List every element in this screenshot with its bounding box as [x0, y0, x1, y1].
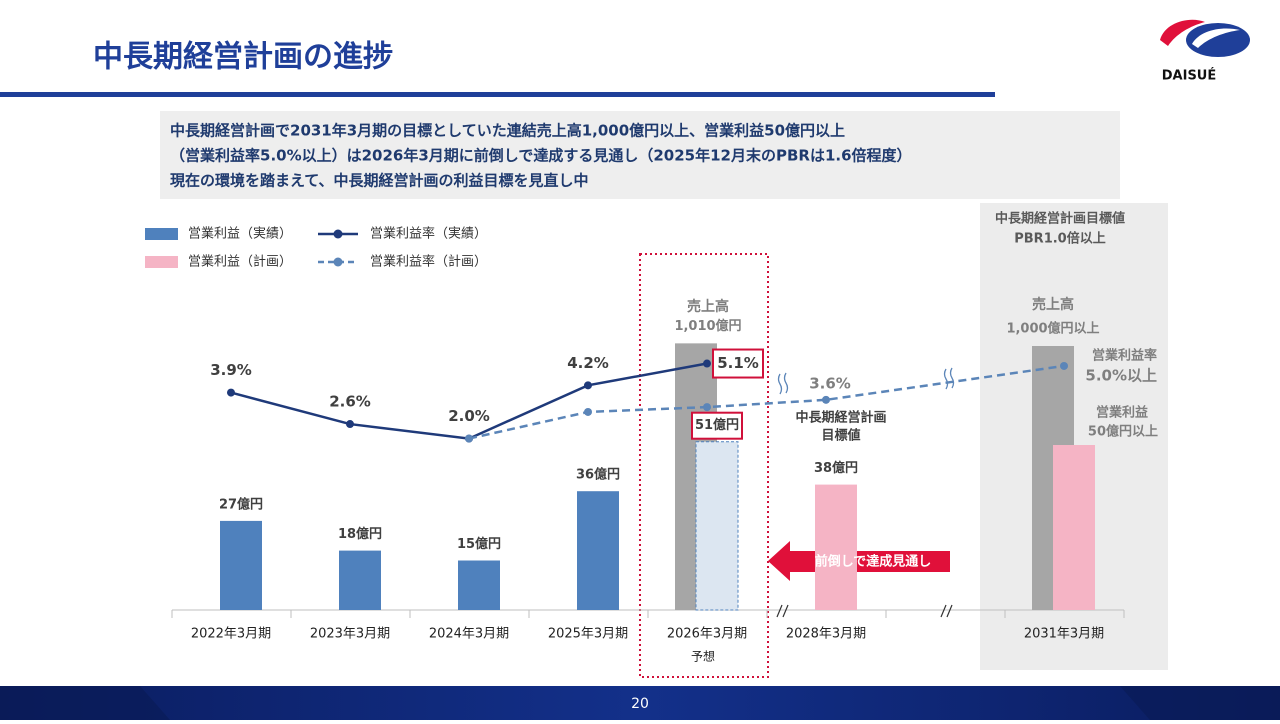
legend-label: 営業利益（計画） — [188, 254, 292, 270]
annotation: 営業利益 — [1096, 405, 1148, 421]
bar — [695, 441, 739, 611]
data-label: 3.6% — [809, 374, 851, 392]
legend-marker — [333, 257, 343, 267]
footer-deco — [1120, 686, 1280, 720]
summary-line: 中長期経営計画で2031年3月期の目標としていた連結売上高1,000億円以上、営… — [170, 122, 845, 140]
title-rule — [0, 92, 995, 97]
annotation: 売上高 — [687, 298, 729, 315]
line — [230, 362, 708, 440]
legend-label: 営業利益率（計画） — [370, 254, 487, 270]
x-tick-label: 2025年3月期 — [548, 627, 628, 642]
line-marker — [703, 359, 711, 368]
bar — [577, 491, 619, 610]
line-marker — [227, 388, 235, 397]
forecast-frame — [639, 253, 769, 678]
page-number: 20 — [631, 696, 649, 712]
x-tick-label: 2031年3月期 — [1024, 627, 1104, 642]
data-label: 1,000億円以上 — [1006, 321, 1099, 337]
axis-break — [776, 604, 953, 618]
annotation: 予想 — [691, 649, 715, 664]
slide-title: 中長期経営計画の進捗 — [93, 40, 393, 75]
line-marker — [703, 403, 711, 412]
footer-band — [0, 686, 1280, 720]
data-label: 2.6% — [329, 393, 371, 411]
line-marker — [1060, 361, 1068, 370]
legend-label: 営業利益（実績） — [188, 226, 292, 242]
line-marker — [584, 407, 592, 416]
x-tick-label: 2024年3月期 — [429, 627, 509, 642]
data-label: 18億円 — [338, 526, 382, 542]
logo: DAISUÉ — [1160, 19, 1250, 84]
x-tick-label: 2023年3月期 — [310, 627, 390, 642]
data-label: 15億円 — [457, 536, 501, 552]
data-label: 2.0% — [448, 407, 490, 425]
legend-swatch — [145, 256, 178, 268]
bar — [220, 520, 262, 610]
data-label: 5.0%以上 — [1085, 367, 1157, 385]
data-label: 27億円 — [219, 496, 263, 512]
data-label: 36億円 — [576, 467, 620, 483]
legend-label: 営業利益率（実績） — [370, 226, 487, 242]
summary-box — [160, 111, 1120, 199]
annotation: 売上高 — [1032, 296, 1074, 313]
annotation: 中長期経営計画 — [795, 410, 886, 426]
bar — [339, 550, 381, 610]
bar — [815, 484, 857, 610]
line-break — [777, 367, 955, 395]
summary-line: （営業利益率5.0%以上）は2026年3月期に前倒しで達成する見通し（2025年… — [170, 147, 912, 165]
logo-text: DAISUÉ — [1162, 68, 1217, 84]
annotation: PBR1.0倍以上 — [1014, 231, 1105, 247]
data-label: 4.2% — [567, 354, 609, 372]
legend-swatch — [145, 228, 178, 240]
summary-line: 現在の環境を踏まえて、中長期経営計画の利益目標を見直し中 — [170, 172, 589, 190]
data-label: 3.9% — [210, 361, 252, 379]
x-tick-label: 2028年3月期 — [786, 627, 866, 642]
annotation: 目標値 — [821, 428, 860, 444]
x-tick-label: 2026年3月期 — [667, 627, 747, 642]
legend: 営業利益（実績） 営業利益（計画） 営業利益率（実績） 営業利益率（計画） — [145, 226, 487, 270]
line-marker — [584, 381, 592, 390]
data-label: 50億円以上 — [1088, 424, 1158, 440]
bar — [458, 560, 500, 610]
arrow — [768, 541, 950, 581]
data-label: 38億円 — [814, 460, 858, 476]
data-label: 5.1% — [717, 354, 759, 372]
legend-marker — [333, 229, 343, 239]
summary: 中長期経営計画で2031年3月期の目標としていた連結売上高1,000億円以上、営… — [170, 122, 912, 190]
line-marker — [346, 420, 354, 429]
annotation: 前倒しで達成見通し — [815, 554, 932, 570]
annotation: 中長期経営計画目標値 — [995, 211, 1125, 227]
line — [468, 364, 1065, 440]
data-label: 51億円 — [695, 417, 739, 433]
highlight-box — [712, 348, 764, 379]
plot: 2022年3月期 2023年3月期 2024年3月期 2025年3月期 2026年3月期… — [191, 211, 1158, 664]
line-marker — [465, 434, 473, 443]
bar — [1053, 445, 1095, 610]
footer-deco — [0, 686, 170, 720]
axis — [171, 609, 1125, 618]
annotation: 営業利益率 — [1092, 348, 1157, 364]
line-marker — [822, 395, 830, 404]
x-tick-label: 2022年3月期 — [191, 627, 271, 642]
data-label: 1,010億円 — [674, 318, 741, 334]
highlight-box — [691, 411, 743, 440]
